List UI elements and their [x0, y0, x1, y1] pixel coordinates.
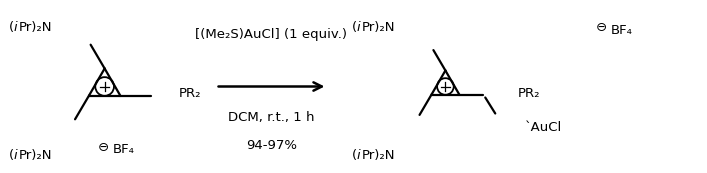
- Text: Pr)₂N: Pr)₂N: [18, 21, 52, 34]
- Text: (: (: [8, 21, 13, 34]
- Text: 94-97%: 94-97%: [246, 139, 297, 152]
- Text: PR₂: PR₂: [518, 87, 541, 100]
- Text: BF₄: BF₄: [113, 143, 135, 156]
- Text: ⊖: ⊖: [98, 140, 109, 153]
- Text: Pr)₂N: Pr)₂N: [361, 21, 395, 34]
- Text: DCM, r.t., 1 h: DCM, r.t., 1 h: [228, 111, 315, 124]
- Text: i: i: [356, 21, 360, 34]
- Text: PR₂: PR₂: [179, 87, 201, 100]
- Text: i: i: [13, 21, 17, 34]
- Text: i: i: [356, 149, 360, 162]
- Text: `AuCl: `AuCl: [525, 121, 562, 134]
- Text: (: (: [8, 149, 13, 162]
- Text: BF₄: BF₄: [611, 24, 633, 37]
- Text: Pr)₂N: Pr)₂N: [361, 149, 395, 162]
- Text: (: (: [351, 149, 356, 162]
- Text: (: (: [351, 21, 356, 34]
- Text: [(Me₂S)AuCl] (1 equiv.): [(Me₂S)AuCl] (1 equiv.): [196, 28, 347, 41]
- Text: Pr)₂N: Pr)₂N: [18, 149, 52, 162]
- Text: i: i: [13, 149, 17, 162]
- Text: ⊖: ⊖: [595, 21, 607, 34]
